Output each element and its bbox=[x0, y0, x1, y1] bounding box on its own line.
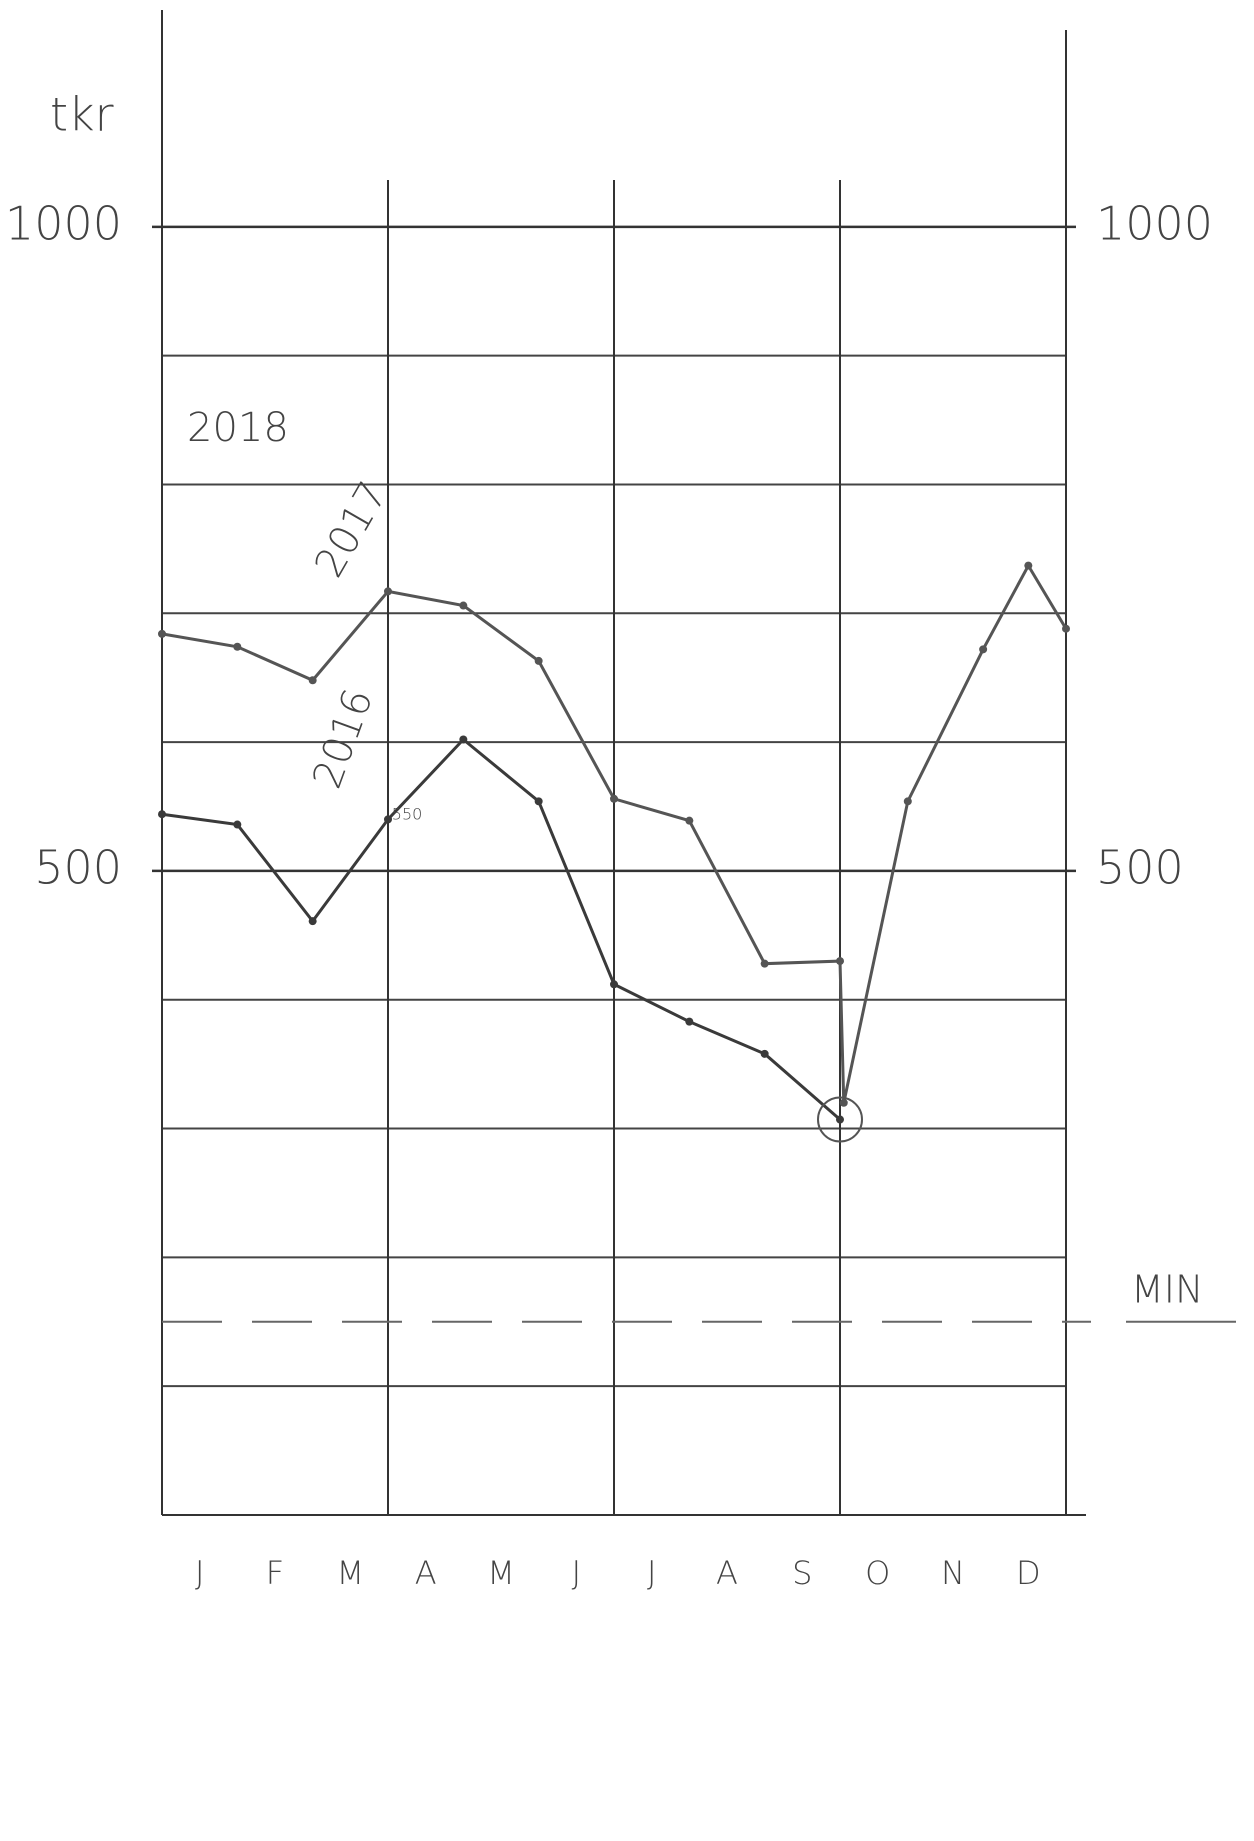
y-tick-label: 1000 bbox=[5, 196, 122, 250]
series-line bbox=[161, 737, 841, 1121]
data-point bbox=[610, 794, 618, 803]
x-tick-label: N bbox=[941, 1554, 965, 1592]
min-label: MIN bbox=[1131, 1267, 1203, 1311]
data-point bbox=[233, 642, 242, 651]
data-point bbox=[233, 820, 242, 829]
y-tick-label-right: 500 bbox=[1096, 840, 1184, 894]
data-point bbox=[979, 645, 988, 654]
data-point bbox=[839, 1098, 848, 1107]
data-point bbox=[836, 957, 844, 966]
x-tick-label: M bbox=[487, 1554, 515, 1592]
series-label: 2016 bbox=[304, 683, 382, 794]
x-tick-label: J bbox=[647, 1554, 656, 1592]
series-label: 2017 bbox=[306, 474, 397, 585]
y-tick-label: 500 bbox=[34, 840, 122, 894]
x-tick-label: J bbox=[195, 1554, 204, 1592]
x-tick-label: A bbox=[415, 1554, 437, 1592]
x-tick-label: F bbox=[266, 1554, 284, 1592]
x-tick-label: M bbox=[337, 1554, 365, 1592]
data-point bbox=[534, 797, 543, 806]
annotation: 2018 bbox=[187, 405, 289, 451]
x-tick-label: O bbox=[865, 1554, 890, 1592]
data-point bbox=[760, 1049, 769, 1058]
data-point bbox=[903, 797, 912, 806]
unit-label: tkr bbox=[50, 88, 114, 142]
data-point bbox=[836, 1115, 844, 1124]
data-point bbox=[308, 676, 317, 685]
data-point bbox=[760, 959, 769, 968]
data-point bbox=[308, 917, 317, 926]
data-point bbox=[459, 735, 468, 744]
data-point bbox=[158, 810, 166, 819]
data-point bbox=[158, 629, 166, 638]
data-point bbox=[1024, 561, 1033, 570]
data-point bbox=[610, 980, 618, 989]
highlight-circle bbox=[817, 1096, 863, 1143]
x-tick-label: S bbox=[792, 1554, 812, 1592]
x-tick-label: J bbox=[572, 1554, 581, 1592]
annotation: 550 bbox=[392, 805, 423, 824]
data-point bbox=[1062, 624, 1070, 633]
data-point bbox=[534, 656, 543, 665]
data-point bbox=[384, 587, 392, 596]
data-point bbox=[384, 815, 392, 824]
y-tick-label-right: 1000 bbox=[1096, 196, 1213, 250]
x-tick-label: A bbox=[716, 1554, 738, 1592]
x-tick-label: D bbox=[1016, 1554, 1041, 1592]
data-point bbox=[685, 816, 694, 825]
data-point bbox=[459, 601, 468, 610]
data-point bbox=[685, 1017, 694, 1026]
